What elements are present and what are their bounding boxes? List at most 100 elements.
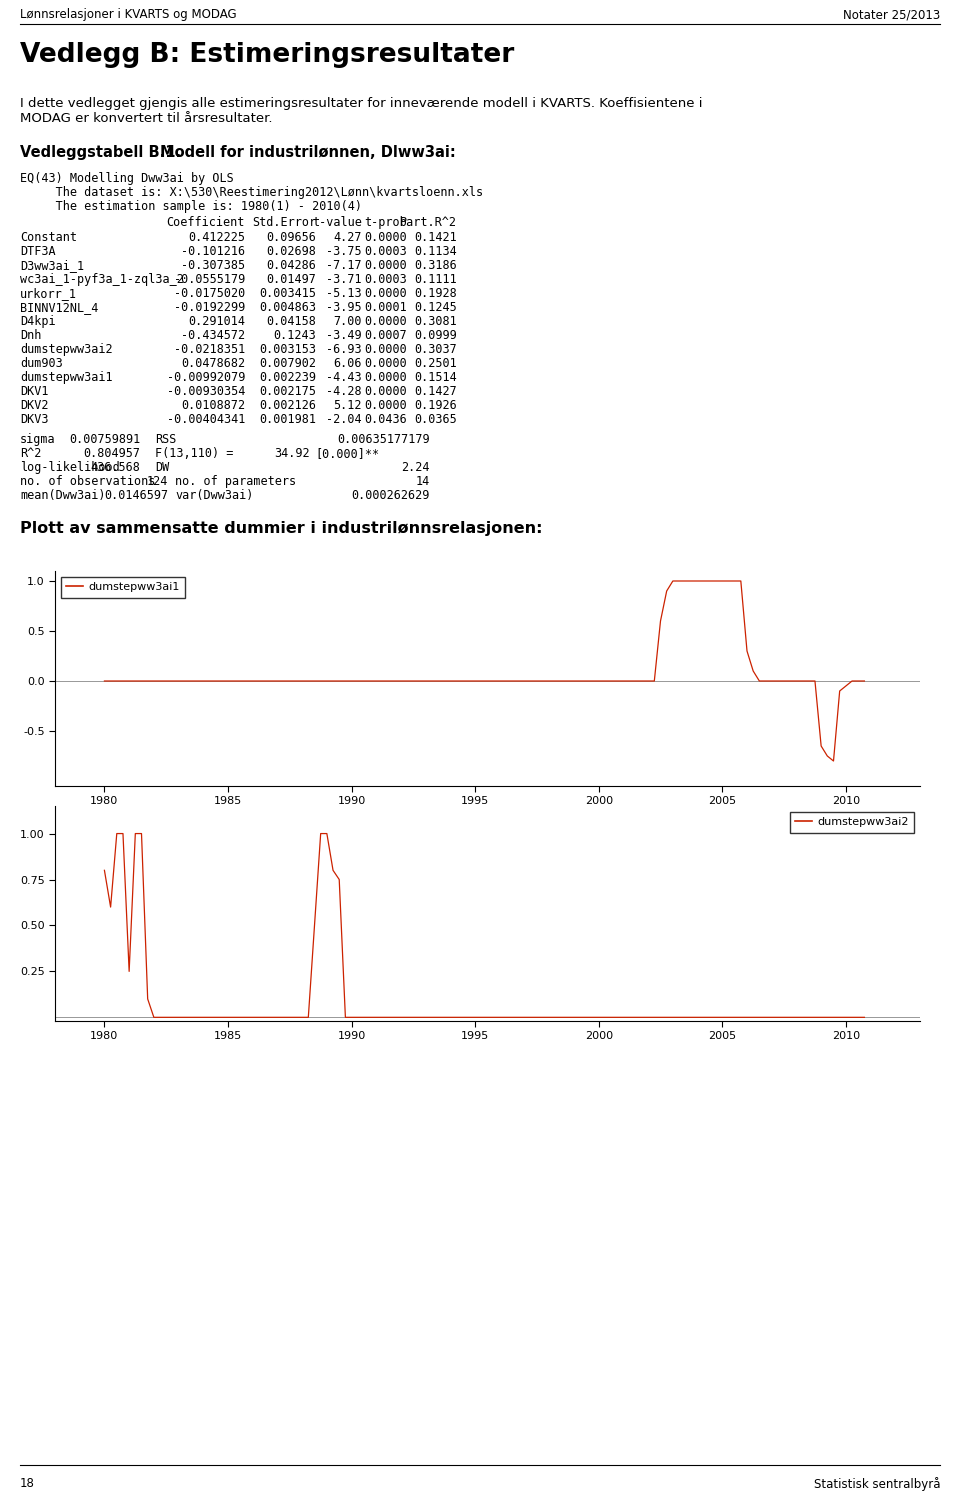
Text: mean(Dww3ai): mean(Dww3ai)	[20, 489, 106, 502]
Text: MODAG er konvertert til årsresultater.: MODAG er konvertert til årsresultater.	[20, 112, 273, 126]
Text: log-likelihood: log-likelihood	[20, 460, 120, 474]
Text: 0.003153: 0.003153	[259, 342, 316, 356]
Text: -0.0175020: -0.0175020	[174, 287, 245, 300]
Text: 0.1928: 0.1928	[415, 287, 457, 300]
Text: F(13,110) =: F(13,110) =	[155, 447, 233, 460]
Text: 0.002239: 0.002239	[259, 371, 316, 384]
Text: 0.007902: 0.007902	[259, 357, 316, 369]
Text: RSS: RSS	[155, 434, 177, 446]
Text: 0.01497: 0.01497	[266, 274, 316, 286]
Text: -0.00404341: -0.00404341	[167, 413, 245, 426]
Text: -5.13: -5.13	[326, 287, 362, 300]
Text: 0.00635177179: 0.00635177179	[337, 434, 430, 446]
Text: D4kpi: D4kpi	[20, 315, 56, 327]
Text: The dataset is: X:\530\Reestimering2012\Lønn\kvartsloenn.xls: The dataset is: X:\530\Reestimering2012\…	[20, 185, 483, 199]
Text: 0.3037: 0.3037	[415, 342, 457, 356]
Text: 0.291014: 0.291014	[188, 315, 245, 327]
Text: 0.0007: 0.0007	[364, 329, 407, 342]
Text: -3.75: -3.75	[326, 245, 362, 259]
Text: 0.1926: 0.1926	[415, 399, 457, 413]
Text: -3.95: -3.95	[326, 300, 362, 314]
Text: 0.004863: 0.004863	[259, 300, 316, 314]
Text: D3ww3ai_1: D3ww3ai_1	[20, 259, 84, 272]
Text: sigma: sigma	[20, 434, 56, 446]
Text: 0.0000: 0.0000	[364, 315, 407, 327]
Text: -4.28: -4.28	[326, 386, 362, 398]
Text: no. of observations: no. of observations	[20, 475, 156, 487]
Text: 0.0478682: 0.0478682	[180, 357, 245, 369]
Text: no. of parameters: no. of parameters	[175, 475, 296, 487]
Text: 0.0000: 0.0000	[364, 287, 407, 300]
Text: 0.1245: 0.1245	[415, 300, 457, 314]
Text: Lønnsrelasjoner i KVARTS og MODAG: Lønnsrelasjoner i KVARTS og MODAG	[20, 7, 236, 21]
Text: 0.0003: 0.0003	[364, 245, 407, 259]
Text: 7.00: 7.00	[333, 315, 362, 327]
Text: 436.568: 436.568	[90, 460, 140, 474]
Text: 4.27: 4.27	[333, 232, 362, 244]
Text: 0.3186: 0.3186	[415, 259, 457, 272]
Text: -3.49: -3.49	[326, 329, 362, 342]
Text: 2.24: 2.24	[401, 460, 430, 474]
Text: R^2: R^2	[20, 447, 41, 460]
Text: 0.0000: 0.0000	[364, 357, 407, 369]
Text: 0.0108872: 0.0108872	[180, 399, 245, 413]
Text: -0.0218351: -0.0218351	[174, 342, 245, 356]
Text: Dnh: Dnh	[20, 329, 41, 342]
Text: 0.003415: 0.003415	[259, 287, 316, 300]
Text: 0.04158: 0.04158	[266, 315, 316, 327]
Text: -0.434572: -0.434572	[180, 329, 245, 342]
Text: dumstepww3ai1: dumstepww3ai1	[20, 371, 112, 384]
Text: [0.000]**: [0.000]**	[315, 447, 379, 460]
Text: 0.02698: 0.02698	[266, 245, 316, 259]
Text: DW: DW	[155, 460, 169, 474]
Legend: dumstepww3ai1: dumstepww3ai1	[60, 577, 185, 598]
Text: 0.0000: 0.0000	[364, 399, 407, 413]
Text: DKV1: DKV1	[20, 386, 49, 398]
Text: 0.1134: 0.1134	[415, 245, 457, 259]
Text: var(Dww3ai): var(Dww3ai)	[175, 489, 253, 502]
Text: 0.0000: 0.0000	[364, 232, 407, 244]
Text: Vedleggstabell B.1.: Vedleggstabell B.1.	[20, 145, 181, 160]
Text: Plott av sammensatte dummier i industrilønnsrelasjonen:: Plott av sammensatte dummier i industril…	[20, 520, 542, 537]
Text: 0.000262629: 0.000262629	[351, 489, 430, 502]
Legend: dumstepww3ai2: dumstepww3ai2	[790, 812, 915, 833]
Text: DTF3A: DTF3A	[20, 245, 56, 259]
Text: 0.412225: 0.412225	[188, 232, 245, 244]
Text: t-value: t-value	[312, 215, 362, 229]
Text: 34.92: 34.92	[275, 447, 310, 460]
Text: t-prob: t-prob	[364, 215, 407, 229]
Text: 0.0000: 0.0000	[364, 371, 407, 384]
Text: EQ(43) Modelling Dww3ai by OLS: EQ(43) Modelling Dww3ai by OLS	[20, 172, 233, 185]
Text: 0.804957: 0.804957	[83, 447, 140, 460]
Text: -0.00992079: -0.00992079	[167, 371, 245, 384]
Text: -6.93: -6.93	[326, 342, 362, 356]
Text: urkorr_1: urkorr_1	[20, 287, 77, 300]
Text: 0.1243: 0.1243	[274, 329, 316, 342]
Text: 0.0999: 0.0999	[415, 329, 457, 342]
Text: 0.0000: 0.0000	[364, 342, 407, 356]
Text: 0.0001: 0.0001	[364, 300, 407, 314]
Text: 18: 18	[20, 1477, 35, 1491]
Text: 0.001981: 0.001981	[259, 413, 316, 426]
Text: 0.0000: 0.0000	[364, 259, 407, 272]
Text: Coefficient: Coefficient	[167, 215, 245, 229]
Text: 0.1421: 0.1421	[415, 232, 457, 244]
Text: wc3ai_1-pyf3a_1-zql3a_2: wc3ai_1-pyf3a_1-zql3a_2	[20, 274, 184, 286]
Text: dum903: dum903	[20, 357, 62, 369]
Text: 5.12: 5.12	[333, 399, 362, 413]
Text: 0.00759891: 0.00759891	[69, 434, 140, 446]
Text: 6.06: 6.06	[333, 357, 362, 369]
Text: 0.2501: 0.2501	[415, 357, 457, 369]
Text: -0.0555179: -0.0555179	[174, 274, 245, 286]
Text: 0.002126: 0.002126	[259, 399, 316, 413]
Text: 0.1514: 0.1514	[415, 371, 457, 384]
Text: Statistisk sentralbyrå: Statistisk sentralbyrå	[813, 1477, 940, 1491]
Text: 0.1111: 0.1111	[415, 274, 457, 286]
Text: 0.0436: 0.0436	[364, 413, 407, 426]
Text: I dette vedlegget gjengis alle estimeringsresultater for inneværende modell i KV: I dette vedlegget gjengis alle estimerin…	[20, 97, 703, 111]
Text: 0.0146597: 0.0146597	[104, 489, 168, 502]
Text: 0.3081: 0.3081	[415, 315, 457, 327]
Text: -0.00930354: -0.00930354	[167, 386, 245, 398]
Text: dumstepww3ai2: dumstepww3ai2	[20, 342, 112, 356]
Text: -0.101216: -0.101216	[180, 245, 245, 259]
